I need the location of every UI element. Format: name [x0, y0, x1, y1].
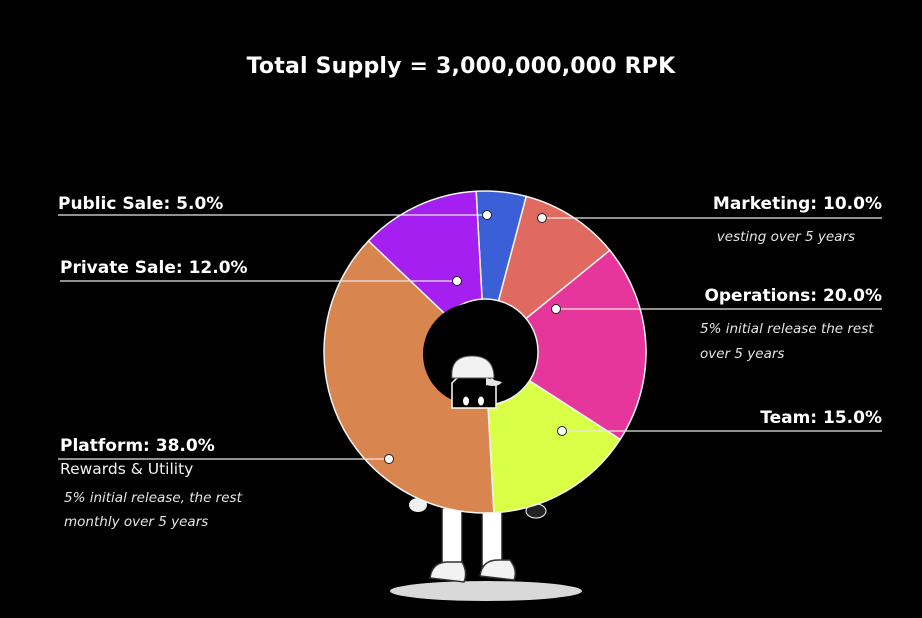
slice-team — [487, 379, 622, 514]
note-marketing: vesting over 5 years — [716, 229, 855, 245]
label-marketing: Marketing: 10.0% — [712, 194, 882, 214]
marker-dot-team — [557, 426, 567, 436]
marker-dot-private-sale — [452, 276, 462, 286]
label-public-sale: Public Sale: 5.0% — [58, 194, 224, 214]
marker-dot-public-sale — [482, 210, 492, 220]
slice-operations — [525, 249, 647, 441]
note-platform-2: monthly over 5 years — [64, 514, 209, 530]
label-private-sale: Private Sale: 12.0% — [60, 258, 248, 278]
label-platform-sub: Rewards & Utility — [60, 460, 194, 478]
donut-hole-mascot-head — [423, 303, 525, 409]
note-operations-1: 5% initial release the rest — [700, 321, 874, 337]
label-platform: Platform: 38.0% — [60, 436, 215, 456]
marker-dot-platform — [384, 454, 394, 464]
mascot-figure — [390, 498, 582, 601]
note-operations-2: over 5 years — [700, 346, 785, 362]
chart-title: Total Supply = 3,000,000,000 RPK — [246, 54, 676, 79]
leader-lines — [58, 210, 882, 464]
label-operations: Operations: 20.0% — [704, 286, 882, 306]
marker-dot-marketing — [537, 213, 547, 223]
label-team: Team: 15.0% — [760, 408, 882, 428]
note-platform-1: 5% initial release, the rest — [64, 490, 242, 506]
marker-dot-operations — [551, 304, 561, 314]
